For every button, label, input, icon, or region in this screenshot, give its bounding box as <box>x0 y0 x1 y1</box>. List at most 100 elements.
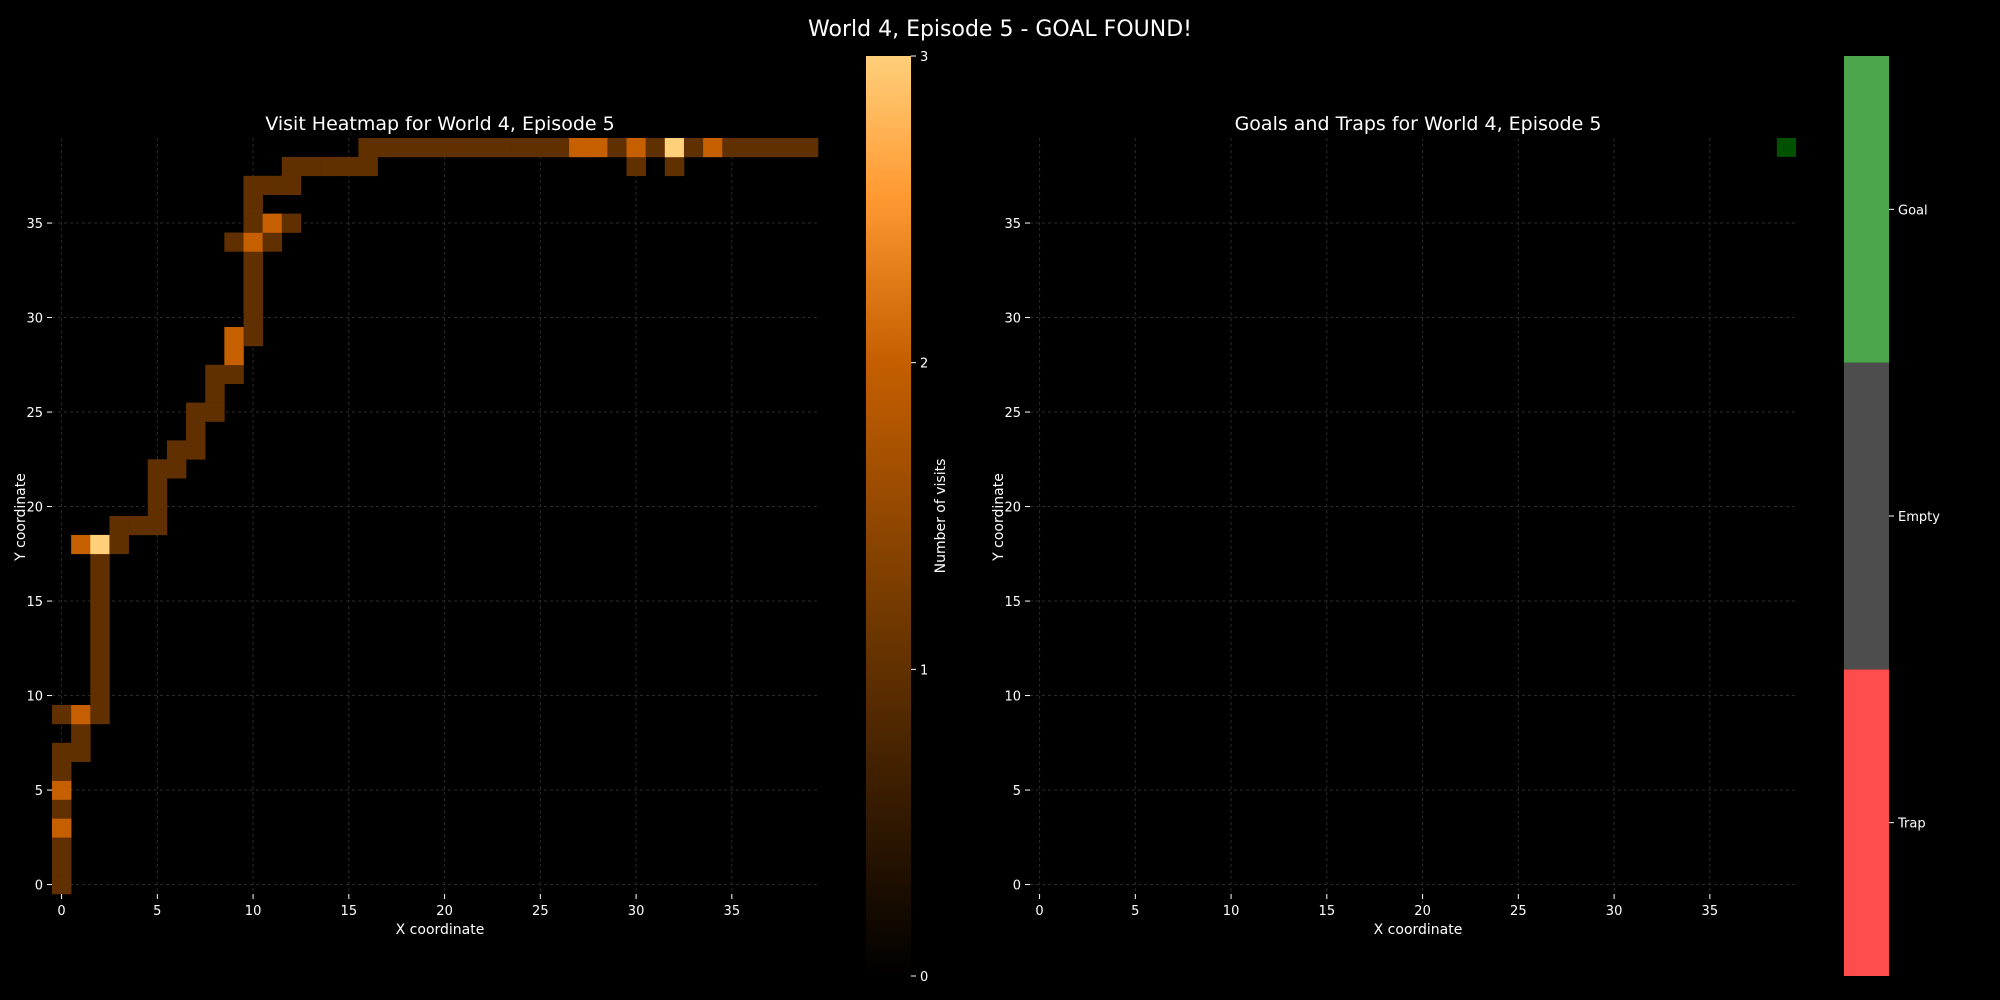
heatmap-cell <box>90 686 110 706</box>
heatmap-cell <box>358 156 378 177</box>
goals-traps-y-tick-label: 20 <box>1004 501 1021 516</box>
heatmap-cell <box>626 138 646 158</box>
goals-traps-x-tick-label: 15 <box>1319 904 1336 919</box>
visit-heatmap-y-tick-label: 15 <box>26 595 43 610</box>
goals-traps-title: Goals and Traps for World 4, Episode 5 <box>1235 113 1602 135</box>
heatmap-cell <box>52 761 72 781</box>
heatmap-cell <box>128 516 149 536</box>
goals-traps-cells <box>1776 138 1796 157</box>
heatmap-cell <box>626 156 646 177</box>
heatmap-cell <box>339 156 359 177</box>
goals-traps-xlabel: X coordinate <box>1374 922 1463 938</box>
visit-heatmap-y-tick-label: 5 <box>35 784 43 799</box>
visits-colorbar: 0 1 2 3 Number of visits <box>866 50 949 985</box>
visits-colorbar-label: Number of visits <box>933 459 949 574</box>
heatmap-cell <box>262 175 283 195</box>
goals-traps-y-tick-label: 35 <box>1004 217 1021 232</box>
heatmap-cell <box>224 345 244 366</box>
heatmap-cell <box>530 138 551 158</box>
heatmap-cell <box>243 175 263 195</box>
visit-heatmap-x-tick-label: 0 <box>57 904 65 919</box>
visit-heatmap-grid <box>52 138 818 894</box>
heatmap-cell <box>224 232 244 252</box>
heatmap-cell <box>511 138 532 158</box>
visit-heatmap-x-tick-label: 35 <box>724 904 741 919</box>
goals-traps-y-tick-label: 25 <box>1004 406 1021 421</box>
heatmap-cell <box>52 799 72 819</box>
heatmap-cell <box>90 705 110 725</box>
heatmap-cell <box>664 156 685 177</box>
heatmap-cell <box>205 364 225 384</box>
heatmap-cell <box>243 213 263 233</box>
visit-heatmap-y-tick-label: 0 <box>35 879 43 894</box>
visits-colorbar-bar <box>866 56 911 976</box>
cell-type-colorbar-label: Empty <box>1898 510 1940 525</box>
visits-colorbar-tick-label: 0 <box>920 970 928 985</box>
visit-heatmap-y-tick-label: 30 <box>26 312 43 327</box>
heatmap-cell <box>243 251 263 271</box>
heatmap-cell <box>549 138 570 158</box>
visit-heatmap-y-tick-label: 35 <box>26 217 43 232</box>
heatmap-cell <box>90 553 110 573</box>
goals-traps-y-tick-label: 15 <box>1004 595 1021 610</box>
heatmap-cell <box>415 138 436 158</box>
heatmap-cell <box>473 138 493 158</box>
heatmap-cell <box>760 138 780 158</box>
heatmap-cell <box>90 534 110 555</box>
heatmap-cell <box>90 591 110 611</box>
goals-traps-x-tick-label: 10 <box>1223 904 1240 919</box>
heatmap-cell <box>224 364 244 384</box>
visit-heatmap-y-ticks: 0 5 10 15 20 25 30 35 <box>26 217 52 894</box>
heatmap-cell <box>147 478 168 498</box>
heatmap-cell <box>779 138 800 158</box>
goals-traps-grid <box>1030 138 1796 894</box>
heatmap-cell <box>166 440 187 460</box>
heatmap-cell <box>90 629 110 649</box>
heatmap-cell <box>645 138 666 158</box>
heatmap-cell <box>243 232 263 252</box>
goals-traps-y-tick-label: 10 <box>1004 690 1021 705</box>
heatmap-cell <box>71 723 91 744</box>
heatmap-cell <box>243 327 263 347</box>
heatmap-cell <box>798 138 819 158</box>
heatmap-cell <box>52 705 72 725</box>
visit-heatmap-cells <box>52 138 819 895</box>
visit-heatmap-x-ticks: 0 5 10 15 20 25 30 35 <box>57 894 740 919</box>
heatmap-cell <box>205 402 225 422</box>
heatmap-cell <box>358 138 378 158</box>
heatmap-cell <box>300 156 321 177</box>
heatmap-cell <box>377 138 397 158</box>
heatmap-cell <box>90 610 110 630</box>
goals-traps-y-tick-label: 5 <box>1013 784 1021 799</box>
heatmap-cell <box>683 138 704 158</box>
heatmap-cell <box>52 875 72 895</box>
heatmap-cell <box>243 194 263 214</box>
heatmap-cell <box>186 421 206 441</box>
heatmap-cell <box>109 516 129 536</box>
heatmap-cell <box>454 138 474 158</box>
cell-type-colorbar: Trap Empty Goal <box>1844 56 1940 976</box>
heatmap-cell <box>320 156 340 177</box>
heatmap-cell <box>71 742 91 762</box>
goals-traps-x-tick-label: 20 <box>1414 904 1431 919</box>
heatmap-cell <box>262 213 283 233</box>
colorbar-segment-trap <box>1844 669 1889 976</box>
visits-colorbar-tick-label: 1 <box>920 663 928 678</box>
heatmap-cell <box>52 856 72 876</box>
heatmap-cell <box>147 497 168 517</box>
figure-suptitle: World 4, Episode 5 - GOAL FOUND! <box>808 17 1192 42</box>
heatmap-cell <box>186 440 206 460</box>
visit-heatmap-x-tick-label: 30 <box>628 904 645 919</box>
heatmap-cell <box>492 138 512 158</box>
heatmap-cell <box>607 138 627 158</box>
heatmap-cell <box>109 534 129 555</box>
goal-cell <box>1776 138 1796 157</box>
visit-heatmap-x-tick-label: 15 <box>341 904 358 919</box>
heatmap-cell <box>52 780 72 800</box>
heatmap-cell <box>741 138 761 158</box>
heatmap-cell <box>722 138 742 158</box>
visit-heatmap-y-tick-label: 20 <box>26 501 43 516</box>
visit-heatmap-y-tick-label: 25 <box>26 406 43 421</box>
heatmap-cell <box>147 516 168 536</box>
